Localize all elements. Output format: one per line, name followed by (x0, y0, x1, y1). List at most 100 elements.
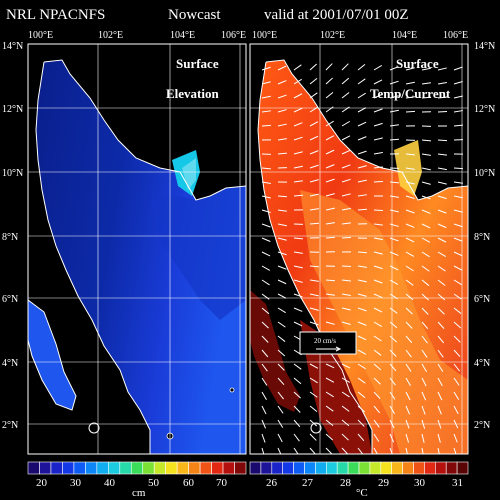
y-tick-label: 10°N (474, 168, 495, 179)
colorbar-swatch (199, 461, 212, 475)
current-vector (453, 307, 462, 314)
current-vector (277, 321, 286, 328)
current-vector (373, 108, 383, 113)
current-vector (437, 279, 446, 286)
current-vector (405, 377, 411, 387)
current-vector (309, 135, 319, 141)
colorbar-swatch (176, 461, 189, 475)
current-vector (325, 207, 335, 211)
colorbar-swatch (402, 461, 414, 475)
current-vector (421, 96, 432, 99)
current-vector (405, 363, 412, 372)
current-vector (405, 307, 413, 315)
x-tick-label: 106°E (221, 30, 246, 41)
current-vector (389, 335, 397, 343)
current-vector (357, 265, 367, 268)
current-vector (389, 209, 399, 213)
current-vector (453, 223, 463, 228)
current-vector (437, 349, 444, 358)
current-vector (309, 179, 319, 183)
colorbar-swatch (293, 461, 305, 475)
current-vector (293, 194, 304, 197)
current-vector (389, 265, 399, 271)
current-vector (453, 95, 463, 99)
colorbar-swatch (39, 461, 52, 475)
current-vector (405, 153, 416, 156)
current-vector (293, 363, 302, 370)
current-vector (341, 222, 351, 225)
current-vector (277, 307, 286, 314)
current-vector (405, 279, 414, 286)
current-vector (277, 209, 287, 212)
current-vector (437, 293, 446, 301)
header-valid-time: valid at 2001/07/01 00Z (264, 7, 409, 23)
current-vector (357, 377, 366, 384)
current-vector (357, 208, 368, 211)
current-vector (373, 419, 380, 428)
current-vector (277, 195, 288, 198)
current-vector (405, 67, 415, 71)
current-vector (389, 138, 400, 141)
current-vector (357, 194, 367, 197)
current-vector (293, 165, 303, 169)
current-vector (421, 405, 426, 415)
panel-label-line2: Elevation (166, 86, 219, 101)
current-vector (389, 181, 400, 184)
y-tick-label: 4°N (2, 358, 18, 369)
current-vector (309, 391, 318, 398)
y-tick-label: 10°N (2, 168, 23, 179)
colorbar-swatch (380, 461, 392, 475)
current-vector (437, 139, 448, 142)
current-vector (453, 433, 458, 443)
current-vector (325, 433, 334, 441)
current-vector (341, 447, 349, 454)
current-vector (261, 95, 271, 99)
current-vector (277, 279, 287, 285)
current-vector (373, 251, 383, 255)
current-vector (261, 124, 272, 127)
current-vector (373, 137, 383, 141)
header-product: Nowcast (168, 7, 221, 23)
x-tick-label: 104°E (170, 30, 195, 41)
y-tick-label: 2°N (2, 420, 18, 431)
y-tick-label: 2°N (474, 420, 490, 431)
current-vector (373, 307, 383, 313)
current-vector (421, 237, 431, 243)
current-vector (389, 109, 399, 113)
current-vector (389, 251, 399, 256)
current-vector (421, 391, 427, 401)
coastline (257, 61, 373, 454)
x-tick-label: 102°E (320, 30, 345, 41)
current-vector (293, 151, 303, 155)
current-vector (405, 81, 415, 85)
y-tick-label: 4°N (474, 358, 490, 369)
colorbar-swatch (188, 461, 201, 475)
current-vector (389, 80, 399, 85)
colorbar-tick: 28 (340, 477, 352, 489)
current-vector (421, 349, 428, 358)
current-vector (293, 251, 303, 254)
current-vector (309, 222, 320, 225)
current-vector (277, 265, 287, 270)
current-vector (421, 377, 427, 387)
current-vector (389, 377, 396, 386)
current-vector (325, 377, 335, 383)
y-tick-label: 8°N (474, 232, 490, 243)
current-vector (373, 321, 383, 327)
current-vector (421, 167, 431, 171)
coastline (265, 59, 468, 201)
x-tick-label: 102°E (98, 30, 123, 41)
current-vector (437, 321, 445, 329)
current-vector (309, 307, 319, 311)
y-tick-label: 6°N (474, 294, 490, 305)
current-vector (309, 63, 318, 71)
current-vector (341, 307, 351, 311)
current-vector (405, 251, 415, 257)
current-vector (421, 307, 429, 315)
current-vector (437, 377, 443, 387)
current-vector (261, 307, 270, 315)
current-vector (389, 307, 398, 314)
current-vector (341, 135, 351, 141)
elevation-panel: Surface Elevation (28, 44, 246, 454)
current-vector (421, 82, 431, 85)
